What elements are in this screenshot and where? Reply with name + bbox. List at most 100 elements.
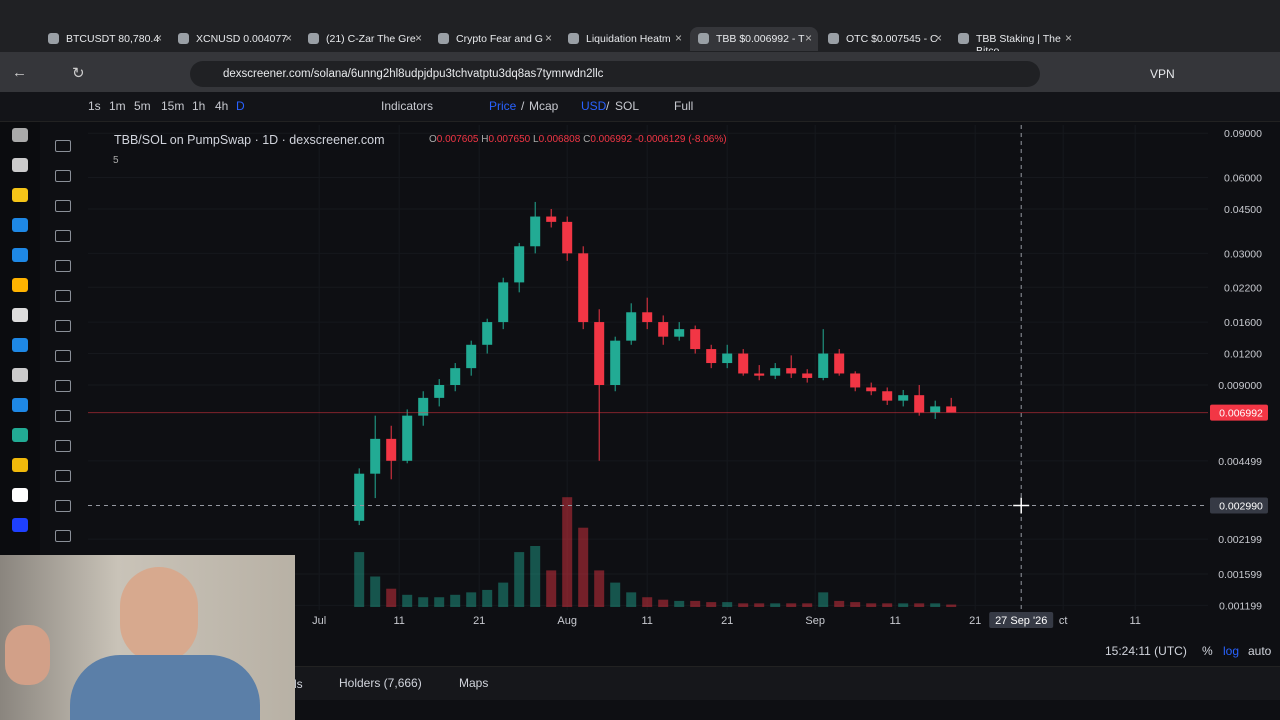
tab-close[interactable]: × <box>414 31 422 45</box>
tab-title: OTC $0.007545 - C <box>846 33 938 45</box>
mcap-toggle[interactable]: Mcap <box>529 99 559 113</box>
sol-toggle[interactable]: SOL <box>615 99 640 113</box>
tab-icon <box>308 33 319 44</box>
sidebar-icon[interactable] <box>12 248 28 262</box>
tab[interactable]: Liquidation Heatm × <box>560 27 688 51</box>
volume-bar <box>658 599 669 607</box>
drawing-tool[interactable] <box>55 320 71 332</box>
interval[interactable]: 5m <box>134 99 151 113</box>
crosshair-y-label: 0.002990 <box>1219 501 1263 513</box>
sidebar-icon[interactable] <box>12 128 28 142</box>
crosshair-x-label: 27 Sep '26 <box>995 615 1047 627</box>
drawing-tool[interactable] <box>55 260 71 272</box>
tab[interactable]: XCNUSD 0.004077 × <box>170 27 298 51</box>
hand <box>5 625 50 685</box>
sidebar-icon[interactable] <box>12 518 28 532</box>
tab-close[interactable]: × <box>674 31 682 45</box>
interval[interactable]: 4h <box>215 99 229 113</box>
sidebar-icon[interactable] <box>12 368 28 382</box>
drawing-tool[interactable] <box>55 230 71 242</box>
maps-tab[interactable]: Maps <box>459 676 489 690</box>
volume-bar <box>434 597 445 607</box>
candle-body <box>866 387 877 392</box>
badge: 5 <box>113 155 119 166</box>
drawing-tool[interactable] <box>55 290 71 302</box>
volume-bar <box>498 582 509 607</box>
tab[interactable]: BTCUSDT 80,780.4 × <box>40 27 168 51</box>
x-tick-label: 21 <box>473 615 485 627</box>
interval[interactable]: 15m <box>161 99 185 113</box>
candle-body <box>450 368 461 385</box>
drawing-tool[interactable] <box>55 350 71 362</box>
interval[interactable]: D <box>236 99 245 113</box>
sidebar-icon[interactable] <box>12 218 28 232</box>
tab[interactable]: OTC $0.007545 - C × <box>820 27 948 51</box>
drawing-tool[interactable] <box>55 140 71 152</box>
tab-close[interactable]: × <box>1064 31 1072 45</box>
tab-close[interactable]: × <box>544 31 552 45</box>
sidebar-icon[interactable] <box>12 488 28 502</box>
log-toggle[interactable]: log <box>1223 644 1240 658</box>
sidebar-icon[interactable] <box>12 428 28 442</box>
tab-icon <box>958 33 969 44</box>
holders-tab[interactable]: Holders (7,666) <box>339 676 422 690</box>
nav-back[interactable]: ← <box>12 64 27 81</box>
tab[interactable]: TBB $0.006992 - T × <box>690 27 818 51</box>
candle-body <box>642 312 653 323</box>
sidebar-icon[interactable] <box>12 278 28 292</box>
price-toggle[interactable]: Price <box>489 99 517 113</box>
volume-bar <box>674 600 685 607</box>
tab-icon <box>568 33 579 44</box>
auto-toggle[interactable]: auto <box>1248 644 1272 658</box>
tab-close[interactable]: × <box>804 31 812 45</box>
indicators[interactable]: Indicators <box>381 99 434 113</box>
percent[interactable]: % <box>1202 644 1213 658</box>
vpn[interactable]: VPN <box>1150 67 1175 81</box>
fullscreen[interactable]: Full <box>674 99 694 113</box>
drawing-tool[interactable] <box>55 530 71 542</box>
drawing-tool[interactable] <box>55 500 71 512</box>
drawing-tool[interactable] <box>55 380 71 392</box>
interval[interactable]: 1s <box>88 99 101 113</box>
tab-close[interactable]: × <box>154 31 162 45</box>
sidebar-icon[interactable] <box>12 458 28 472</box>
tab-partial[interactable]: ls <box>294 677 303 691</box>
volume-bar <box>898 603 909 607</box>
drawing-tool[interactable] <box>55 470 71 482</box>
candle-body <box>530 216 541 247</box>
drawing-tool[interactable] <box>55 200 71 212</box>
volume-bar <box>850 602 861 607</box>
y-tick-label: 0.01600 <box>1224 317 1262 329</box>
last-price-label: 0.006992 <box>1219 408 1263 420</box>
sidebar-icon[interactable] <box>12 398 28 412</box>
candle-body <box>674 329 685 337</box>
interval[interactable]: 1m <box>109 99 126 113</box>
sidebar-icon[interactable] <box>12 338 28 352</box>
cursor <box>1013 497 1030 514</box>
candle-body <box>402 415 413 461</box>
usd-toggle[interactable]: USD <box>581 99 607 113</box>
sidebar-icon[interactable] <box>12 308 28 322</box>
tab[interactable]: (21) C-Zar The Gre × <box>300 27 428 51</box>
tab[interactable]: Crypto Fear and G × <box>430 27 558 51</box>
volume-bar <box>578 527 589 607</box>
url[interactable]: dexscreener.com/solana/6unng2hl8udpjdpu3… <box>223 68 604 80</box>
candle-body <box>514 246 525 283</box>
reload[interactable]: ↻ <box>72 65 85 82</box>
volume-bar <box>866 603 877 607</box>
url-box[interactable] <box>190 61 1040 87</box>
sidebar-icon[interactable] <box>12 158 28 172</box>
o-label: O <box>429 134 437 145</box>
tab[interactable]: TBB Staking | The Bitco × <box>950 27 1078 51</box>
tab-close[interactable]: × <box>284 31 292 45</box>
drawing-tool[interactable] <box>55 170 71 182</box>
tab-close[interactable]: × <box>934 31 942 45</box>
interval[interactable]: 1h <box>192 99 206 113</box>
y-tick-label: 0.01200 <box>1224 349 1262 361</box>
sidebar-icon[interactable] <box>12 188 28 202</box>
volume-bar <box>354 552 365 607</box>
candle-body <box>386 438 397 461</box>
candle-body <box>498 282 509 323</box>
drawing-tool[interactable] <box>55 410 71 422</box>
drawing-tool[interactable] <box>55 440 71 452</box>
